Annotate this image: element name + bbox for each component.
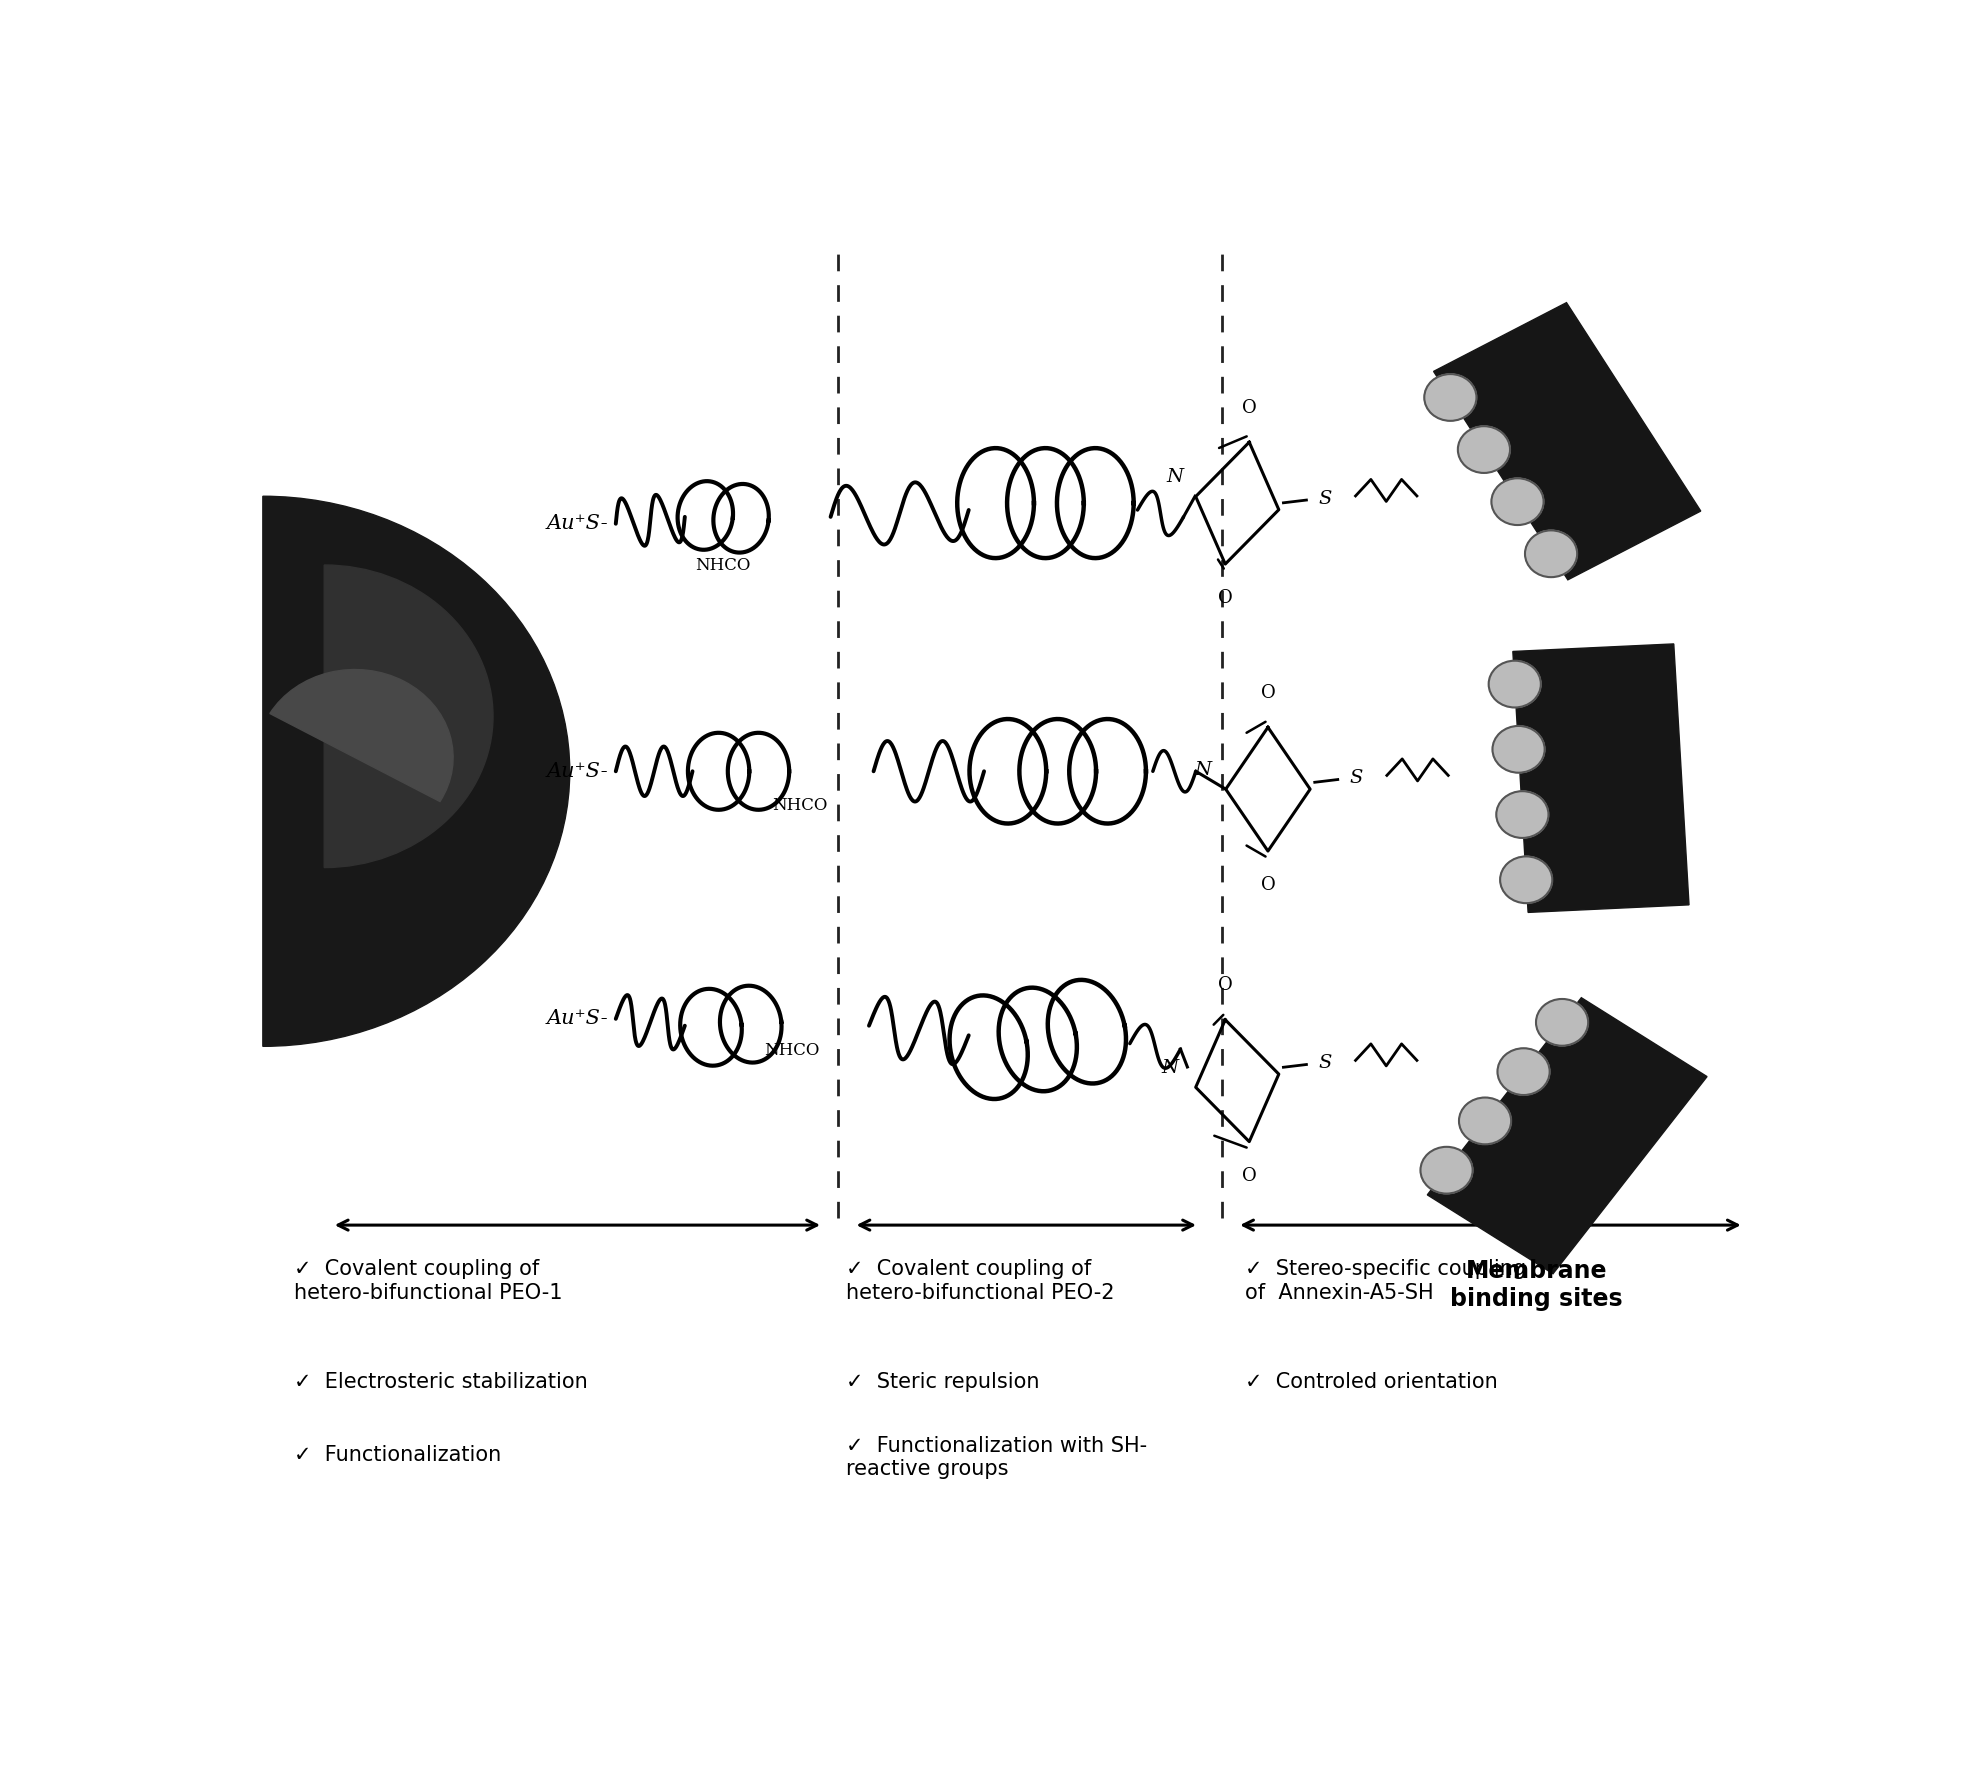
Circle shape (1497, 791, 1548, 838)
Circle shape (1497, 1048, 1550, 1095)
Polygon shape (1513, 645, 1689, 913)
Text: ✓  Steric repulsion: ✓ Steric repulsion (845, 1372, 1040, 1393)
Text: ✓  Covalent coupling of
hetero-bifunctional PEO-2: ✓ Covalent coupling of hetero-bifunction… (845, 1259, 1115, 1302)
Circle shape (1501, 857, 1552, 904)
Polygon shape (1428, 998, 1707, 1273)
Text: NHCO: NHCO (764, 1041, 820, 1059)
Wedge shape (325, 564, 493, 868)
Text: N: N (1162, 1059, 1178, 1077)
Text: ✓  Functionalization with SH-
reactive groups: ✓ Functionalization with SH- reactive gr… (845, 1436, 1146, 1479)
Polygon shape (1434, 302, 1701, 580)
Text: S: S (1319, 489, 1331, 507)
Text: Membrane
binding sites: Membrane binding sites (1449, 1259, 1624, 1311)
Text: O: O (1241, 1166, 1257, 1186)
Circle shape (1491, 479, 1544, 525)
Wedge shape (269, 670, 453, 802)
Circle shape (1457, 427, 1511, 473)
Text: N: N (1194, 761, 1212, 779)
Circle shape (1424, 373, 1477, 421)
Text: S: S (1350, 770, 1362, 788)
Circle shape (1489, 661, 1540, 707)
Text: O: O (1261, 684, 1275, 702)
Circle shape (1493, 725, 1544, 773)
Text: NHCO: NHCO (772, 797, 828, 814)
Text: NHCO: NHCO (695, 557, 750, 573)
Text: N: N (1166, 468, 1184, 486)
Wedge shape (263, 497, 570, 1047)
Circle shape (1459, 1098, 1511, 1145)
Text: Au⁺S-: Au⁺S- (546, 514, 608, 534)
Text: S: S (1319, 1054, 1331, 1072)
Text: Au⁺S-: Au⁺S- (546, 763, 608, 780)
Text: Au⁺S-: Au⁺S- (546, 1009, 608, 1029)
Text: ✓  Electrosteric stabilization: ✓ Electrosteric stabilization (293, 1372, 588, 1393)
Text: ✓  Functionalization: ✓ Functionalization (293, 1445, 501, 1465)
Text: O: O (1261, 877, 1275, 895)
Text: O: O (1241, 398, 1257, 416)
Text: ✓  Stereo-specific coupling
of  Annexin-A5-SH: ✓ Stereo-specific coupling of Annexin-A5… (1245, 1259, 1527, 1302)
Circle shape (1525, 530, 1578, 577)
Text: ✓  Controled orientation: ✓ Controled orientation (1245, 1372, 1497, 1393)
Text: O: O (1218, 589, 1234, 607)
Circle shape (1536, 998, 1588, 1047)
Circle shape (1420, 1147, 1473, 1193)
Text: O: O (1218, 977, 1234, 995)
Text: ✓  Covalent coupling of
hetero-bifunctional PEO-1: ✓ Covalent coupling of hetero-bifunction… (293, 1259, 562, 1302)
